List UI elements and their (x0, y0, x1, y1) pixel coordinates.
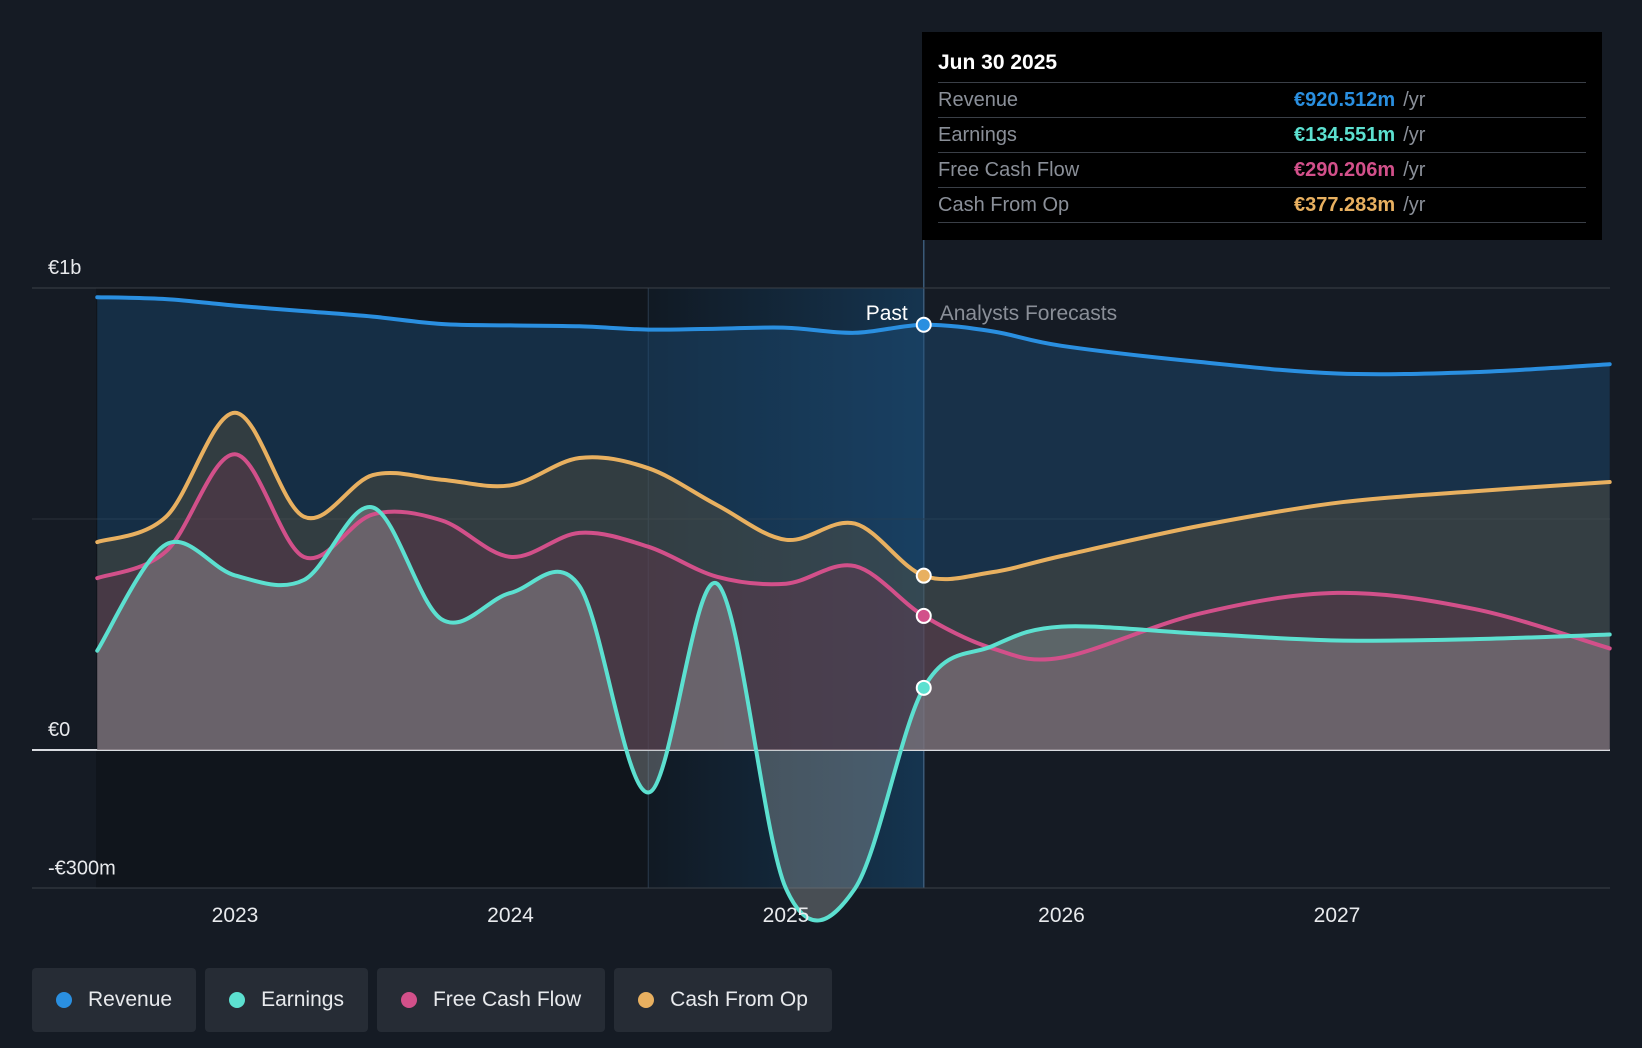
tooltip-value: €134.551m (1294, 124, 1396, 146)
tooltip-value: €920.512m (1294, 89, 1396, 111)
tooltip-row-cfo: Cash From Op €377.283m /yr (938, 187, 1586, 223)
legend-item-earnings[interactable]: Earnings (205, 968, 368, 1032)
forecast-label: Analysts Forecasts (940, 302, 1117, 325)
x-tick-label: 2027 (1314, 904, 1361, 927)
tooltip-unit: /yr (1403, 124, 1426, 146)
tooltip-value: €377.283m (1294, 194, 1396, 216)
tooltip-row-fcf: Free Cash Flow €290.206m /yr (938, 152, 1586, 187)
y-tick-label: -€300m (48, 858, 116, 880)
x-tick-label: 2025 (763, 904, 810, 927)
legend-item-revenue[interactable]: Revenue (32, 968, 197, 1032)
legend-item-free-cash-flow[interactable]: Free Cash Flow (376, 968, 606, 1032)
tooltip-label: Revenue (938, 89, 1019, 111)
chart: €1b €0 -€300m 2023 2024 2025 2026 2027 Past Analy… (32, 240, 1612, 927)
earnings-line (95, 505, 1612, 923)
legend-label: Cash From Op (670, 988, 808, 1011)
revenue-dot-icon (56, 992, 72, 1008)
fcf-line (95, 452, 1612, 662)
y-tick-label: €0 (48, 719, 70, 741)
legend-label: Free Cash Flow (432, 988, 582, 1011)
earnings-marker (915, 679, 932, 696)
y-tick-label: €1b (48, 257, 81, 279)
legend: Revenue Earnings Free Cash Flow Cash Fro… (32, 968, 832, 1032)
tooltip-unit: /yr (1403, 159, 1426, 181)
x-tick-label: 2024 (487, 904, 534, 927)
tooltip-unit: /yr (1403, 89, 1426, 111)
legend-label: Earnings (261, 988, 344, 1011)
earnings-area (97, 506, 1610, 921)
legend-item-cash-from-op[interactable]: Cash From Op (614, 968, 832, 1032)
fcf-area (97, 454, 1610, 750)
tooltip-date: Jun 30 2025 (938, 51, 1058, 74)
tooltip-value: €290.206m (1294, 159, 1396, 181)
cfo-line (95, 410, 1612, 582)
past-label: Past (866, 302, 908, 325)
earnings-dot-icon (229, 992, 246, 1008)
cfo-dot-icon (638, 992, 655, 1008)
legend-label: Revenue (88, 988, 173, 1011)
tooltip-row-revenue: Revenue €920.512m /yr (938, 82, 1586, 117)
tooltip-label: Free Cash Flow (938, 159, 1080, 181)
x-tick-label: 2023 (212, 904, 259, 927)
tooltip-label: Cash From Op (938, 194, 1070, 216)
tooltip-row-earnings: Earnings €134.551m /yr (938, 117, 1586, 152)
tooltip: Jun 30 2025 Revenue €920.512m /yr Earnin… (922, 32, 1602, 240)
highlight-band (648, 288, 924, 888)
cfo-area (97, 412, 1610, 750)
tooltip-label: Earnings (938, 124, 1017, 146)
revenue-marker (915, 316, 932, 333)
tooltip-unit: /yr (1403, 194, 1426, 216)
fcf-marker (915, 607, 932, 624)
cfo-marker (915, 567, 932, 584)
x-tick-label: 2026 (1038, 904, 1085, 927)
fcf-dot-icon (400, 992, 417, 1008)
revenue-line (95, 295, 1612, 377)
